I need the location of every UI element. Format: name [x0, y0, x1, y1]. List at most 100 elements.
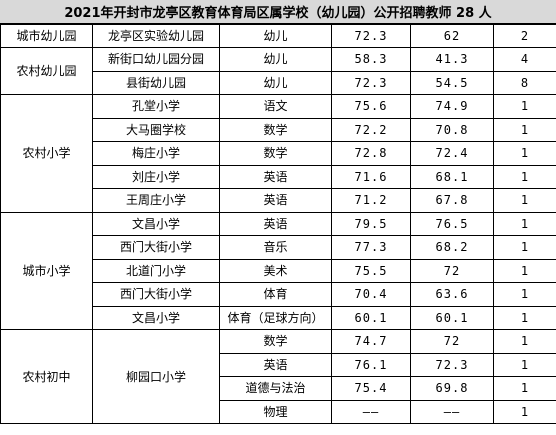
school-cell: 北道门小学: [92, 258, 220, 283]
school-cell: 大马圈学校: [92, 117, 220, 142]
score-cell-2: ——: [410, 399, 494, 424]
count-cell: 1: [493, 352, 556, 377]
subject-cell: 英语: [219, 164, 332, 189]
count-cell: 1: [493, 329, 556, 354]
group-cell: 农村初中: [0, 329, 93, 424]
table-row: 物理 —— —— 1: [1, 399, 556, 424]
score-cell-1: 75.5: [331, 258, 411, 283]
score-cell-1: 75.6: [331, 94, 411, 119]
subject-cell: 物理: [219, 399, 332, 424]
table-row: 西门大街小学 音乐 77.3 68.2 1: [1, 235, 556, 260]
subject-cell: 英语: [219, 188, 332, 213]
group-cell: 城市小学: [0, 211, 93, 330]
table-row: 道德与法治 75.4 69.8 1: [1, 376, 556, 401]
count-cell: 1: [493, 94, 556, 119]
table-row: 县街幼儿园 幼儿 72.3 54.5 8: [1, 70, 556, 95]
score-cell-1: 77.3: [331, 235, 411, 260]
count-cell: 1: [493, 141, 556, 166]
score-cell-1: 60.1: [331, 305, 411, 330]
subject-cell: 美术: [219, 258, 332, 283]
count-cell: 1: [493, 305, 556, 330]
score-cell-2: 67.8: [410, 188, 494, 213]
school-cell: 刘庄小学: [92, 164, 220, 189]
score-cell-2: 74.9: [410, 94, 494, 119]
school-cell: 柳园口小学: [92, 329, 220, 424]
score-cell-1: 76.1: [331, 352, 411, 377]
group-cell: 农村幼儿园: [0, 47, 93, 95]
table-row: 北道门小学 美术 75.5 72 1: [1, 258, 556, 283]
score-cell-2: 69.8: [410, 376, 494, 401]
score-cell-2: 72.3: [410, 352, 494, 377]
count-cell: 1: [493, 211, 556, 236]
subject-cell: 音乐: [219, 235, 332, 260]
table-row: 城市幼儿园 龙亭区实验幼儿园 幼儿 72.3 62 2: [0, 24, 556, 48]
count-cell: 1: [493, 117, 556, 142]
group-cell: 农村小学: [0, 94, 93, 213]
subject-cell: 数学: [219, 329, 332, 354]
score-cell-1: 74.7: [331, 329, 411, 354]
school-cell: 西门大街小学: [92, 235, 220, 260]
table-row: 英语 76.1 72.3 1: [1, 352, 556, 377]
score-cell-2: 63.6: [410, 282, 494, 307]
score-cell-2: 72: [410, 258, 494, 283]
table-row: 农村初中 柳园口小学 数学 74.7 72 1: [0, 329, 556, 424]
score-cell-2: 41.3: [410, 47, 494, 72]
score-cell-1: 58.3: [331, 47, 411, 72]
subject-cell: 体育（足球方向）: [219, 305, 332, 330]
school-cell: 新街口幼儿园分园: [92, 47, 220, 72]
score-cell-2: 70.8: [410, 117, 494, 142]
table-row: 大马圈学校 数学 72.2 70.8 1: [1, 117, 556, 142]
score-cell-1: 71.6: [331, 164, 411, 189]
score-cell-2: 72.4: [410, 141, 494, 166]
score-cell-1: 71.2: [331, 188, 411, 213]
count-cell: 1: [493, 282, 556, 307]
count-cell: 1: [493, 188, 556, 213]
school-cell: 梅庄小学: [92, 141, 220, 166]
school-cell: 西门大街小学: [92, 282, 220, 307]
subject-cell: 道德与法治: [219, 376, 332, 401]
table-row: 城市小学 文昌小学 英语 79.5 76.5 1: [0, 211, 556, 330]
subject-cell: 体育: [219, 282, 332, 307]
subject-cell: 幼儿: [219, 24, 332, 48]
score-cell-1: 72.8: [331, 141, 411, 166]
school-cell: 龙亭区实验幼儿园: [92, 24, 220, 48]
score-cell-1: 79.5: [331, 211, 411, 236]
table-title: 2021年开封市龙亭区教育体育局区属学校（幼儿园）公开招聘教师 28 人: [0, 0, 556, 24]
score-cell-2: 68.2: [410, 235, 494, 260]
school-cell: 王周庄小学: [92, 188, 220, 213]
count-cell: 1: [493, 235, 556, 260]
table-row: 西门大街小学 体育 70.4 63.6 1: [1, 282, 556, 307]
score-cell-1: ——: [331, 399, 411, 424]
school-cell: 文昌小学: [92, 305, 220, 330]
score-cell-2: 60.1: [410, 305, 494, 330]
count-cell: 8: [493, 70, 556, 95]
table-row: 农村小学 孔堂小学 语文 75.6 74.9 1: [0, 94, 556, 213]
count-cell: 4: [493, 47, 556, 72]
score-cell-1: 75.4: [331, 376, 411, 401]
school-cell: 孔堂小学: [92, 94, 220, 119]
subject-cell: 语文: [219, 94, 332, 119]
score-cell-1: 72.2: [331, 117, 411, 142]
subject-cell: 数学: [219, 117, 332, 142]
score-cell-1: 72.3: [331, 24, 411, 48]
subject-cell: 幼儿: [219, 70, 332, 95]
table-row: 农村幼儿园 新街口幼儿园分园 幼儿 58.3 41.3 4: [0, 47, 556, 95]
count-cell: 1: [493, 376, 556, 401]
subject-cell: 英语: [219, 211, 332, 236]
score-cell-2: 72: [410, 329, 494, 354]
score-cell-1: 72.3: [331, 70, 411, 95]
table-row: 刘庄小学 英语 71.6 68.1 1: [1, 164, 556, 189]
recruitment-table: 城市幼儿园 龙亭区实验幼儿园 幼儿 72.3 62 2 农村幼儿园 新街口幼儿园…: [0, 24, 556, 424]
school-cell: 县街幼儿园: [92, 70, 220, 95]
school-cell: 文昌小学: [92, 211, 220, 236]
score-cell-2: 54.5: [410, 70, 494, 95]
group-cell: 城市幼儿园: [0, 24, 93, 48]
score-cell-1: 70.4: [331, 282, 411, 307]
count-cell: 1: [493, 258, 556, 283]
table-row: 王周庄小学 英语 71.2 67.8 1: [1, 188, 556, 213]
score-cell-2: 68.1: [410, 164, 494, 189]
count-cell: 2: [493, 24, 556, 48]
score-cell-2: 76.5: [410, 211, 494, 236]
subject-cell: 幼儿: [219, 47, 332, 72]
